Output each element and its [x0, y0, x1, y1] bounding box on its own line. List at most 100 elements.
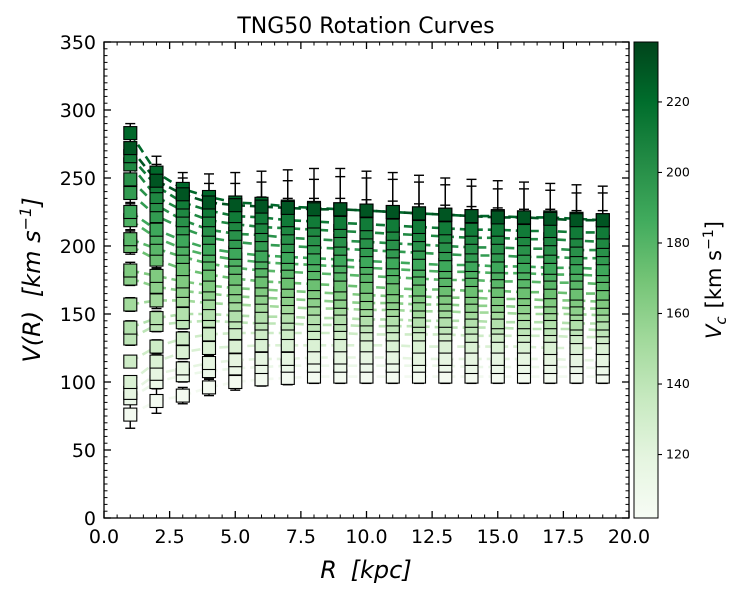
x-tick-label: 5.0 — [220, 526, 250, 548]
colorbar-tick-label: 200 — [666, 164, 690, 179]
data-point — [411, 351, 427, 366]
colorbar-tick-label: 140 — [666, 376, 690, 391]
data-point — [543, 211, 558, 226]
data-point — [411, 339, 427, 354]
data-point — [149, 268, 164, 283]
data-point — [149, 222, 164, 237]
data-point — [228, 339, 243, 354]
y-axis-label-variable: V(R) — [18, 311, 46, 363]
data-point — [280, 338, 295, 353]
chart-title: TNG50 Rotation Curves — [236, 14, 494, 39]
data-point — [595, 213, 610, 228]
data-point — [123, 204, 138, 220]
data-point — [333, 215, 348, 230]
data-point — [438, 351, 453, 366]
y-tick-label: 200 — [60, 236, 96, 258]
data-point — [306, 338, 322, 353]
colorbar-label-subscript: c — [712, 316, 730, 325]
data-point — [385, 204, 400, 220]
data-point — [228, 198, 243, 213]
data-point — [438, 339, 453, 354]
data-point — [280, 370, 295, 385]
x-axis-label: R [kpc] — [320, 556, 411, 584]
data-point — [464, 222, 479, 237]
data-point — [201, 195, 217, 210]
data-point — [149, 393, 164, 409]
data-point — [123, 374, 138, 390]
y-axis-label: V(R) [km s−1] — [16, 197, 46, 362]
colorbar: 120 140 160 180 200 220 Vc[km s−1] — [633, 41, 730, 519]
data-point — [175, 388, 190, 403]
data-point — [490, 210, 505, 225]
plot-area — [123, 122, 610, 429]
y-tick-label: 300 — [60, 100, 96, 122]
data-point — [228, 353, 243, 368]
data-point — [306, 350, 322, 365]
data-point — [359, 217, 374, 232]
data-point — [306, 214, 322, 229]
data-point — [175, 345, 190, 360]
y-axis-label-unit: km s — [18, 230, 46, 287]
data-point — [333, 202, 348, 217]
data-point — [385, 350, 400, 365]
x-axis-label-unit: kpc — [360, 556, 402, 584]
data-point — [123, 297, 138, 312]
data-point — [543, 340, 558, 356]
data-point — [306, 202, 322, 217]
data-point — [359, 350, 374, 365]
colorbar-tick-label: 220 — [666, 94, 690, 109]
data-point — [254, 372, 269, 387]
x-tick-label: 10.0 — [345, 526, 387, 548]
y-tick-label: 100 — [60, 372, 96, 394]
x-tick-label: 12.5 — [411, 526, 453, 548]
y-tick-label: 350 — [60, 32, 96, 54]
data-point — [175, 262, 190, 277]
data-point — [201, 340, 217, 356]
data-point — [490, 351, 505, 366]
colorbar-ticks: 120 140 160 180 200 220 — [658, 94, 690, 462]
data-point — [123, 141, 138, 156]
data-point — [359, 203, 374, 218]
axis-ticks: 0.0 2.5 5.0 7.5 10.0 12.5 15.0 17.5 20.0 0 50 100 15… — [60, 32, 650, 548]
data-point — [411, 206, 427, 221]
data-point — [123, 126, 138, 141]
data-point — [438, 221, 453, 236]
data-point — [464, 351, 479, 366]
x-tick-label: 7.5 — [286, 526, 316, 548]
data-point — [123, 232, 138, 247]
data-point — [280, 200, 295, 215]
colorbar-label-unit: km s — [702, 250, 726, 300]
data-point — [228, 374, 243, 390]
x-tick-label: 2.5 — [155, 526, 185, 548]
colorbar-gradient — [633, 41, 659, 519]
data-point — [280, 213, 295, 228]
data-point — [254, 199, 269, 214]
x-tick-label: 15.0 — [477, 526, 519, 548]
data-point — [543, 223, 558, 239]
colorbar-tick-label: 120 — [666, 447, 690, 462]
data-point — [411, 219, 427, 235]
data-point — [280, 351, 295, 366]
data-point — [123, 185, 138, 201]
data-point — [595, 353, 610, 368]
data-point — [254, 351, 269, 366]
data-point — [438, 207, 453, 222]
x-axis-label-variable: R — [320, 556, 337, 584]
data-point — [123, 320, 138, 335]
data-point — [333, 338, 348, 353]
data-point — [516, 223, 532, 239]
data-point — [569, 213, 584, 228]
data-point — [149, 354, 164, 369]
data-point — [149, 366, 164, 381]
data-point — [569, 353, 584, 368]
colorbar-tick-label: 180 — [666, 235, 690, 250]
data-point — [201, 355, 217, 371]
data-point — [385, 218, 400, 233]
colorbar-tick-label: 160 — [666, 305, 690, 320]
data-point — [175, 187, 190, 202]
data-point — [516, 351, 532, 366]
y-tick-label: 0 — [84, 508, 96, 530]
data-point — [175, 306, 190, 322]
x-tick-label: 17.5 — [542, 526, 584, 548]
y-tick-label: 50 — [72, 440, 96, 462]
